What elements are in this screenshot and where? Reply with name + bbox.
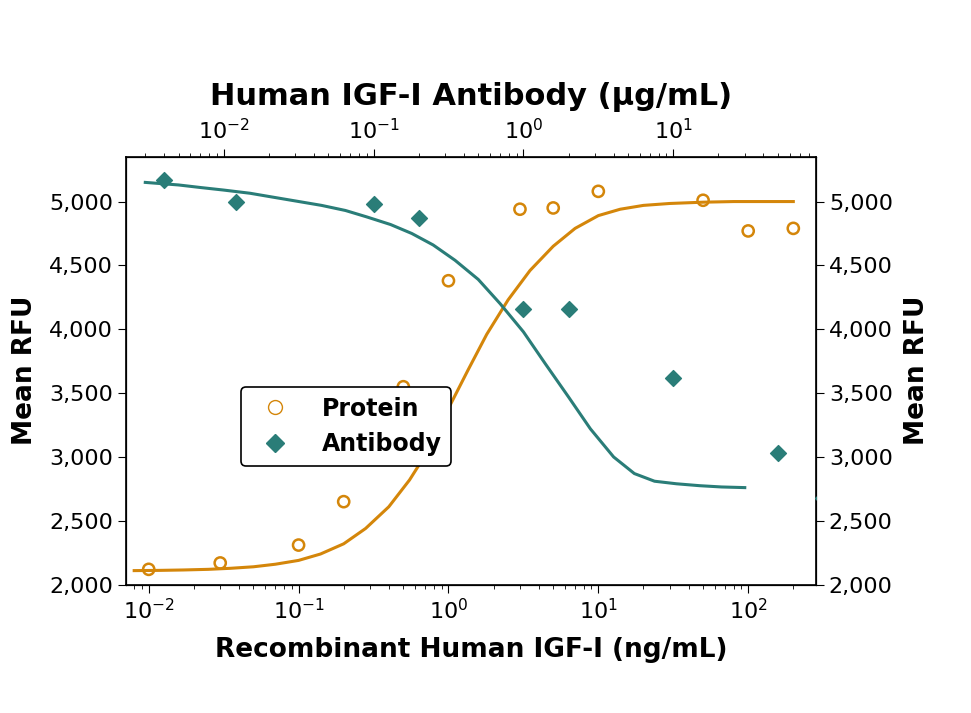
Point [770,448,786,459]
X-axis label: Human IGF-I Antibody (μg/mL): Human IGF-I Antibody (μg/mL) [210,81,732,111]
Point [665,372,681,384]
Point [291,539,307,550]
Point [560,303,576,314]
Point [156,174,172,185]
Point [213,558,228,569]
Y-axis label: Mean RFU: Mean RFU [12,296,38,446]
Point [695,195,711,206]
Point [395,381,411,392]
Point [411,212,426,224]
Point [590,185,606,197]
Point [366,198,382,210]
Point [816,492,831,503]
Point [860,483,876,495]
Y-axis label: Mean RFU: Mean RFU [904,296,930,446]
Point [228,196,244,207]
Legend: Protein, Antibody: Protein, Antibody [242,387,452,466]
Point [741,225,756,237]
Point [786,222,801,234]
Point [141,564,156,575]
Point [336,496,352,508]
X-axis label: Recombinant Human IGF-I (ng/mL): Recombinant Human IGF-I (ng/mL) [215,637,727,663]
Point [441,275,456,287]
Point [516,303,531,314]
Point [546,202,561,214]
Point [512,203,527,215]
